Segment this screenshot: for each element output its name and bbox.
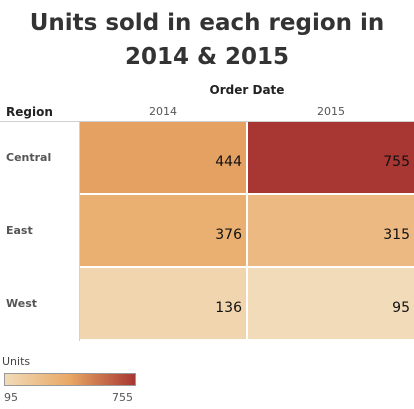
header-divider bbox=[0, 121, 414, 122]
legend-title: Units bbox=[2, 355, 31, 368]
heatmap-cell-east-2014: 376 bbox=[80, 195, 246, 266]
cell-value-label: 136 bbox=[215, 300, 242, 316]
cell-value-label: 755 bbox=[383, 154, 410, 170]
row-label-west: West bbox=[6, 297, 38, 310]
cell-value-label: 376 bbox=[215, 227, 242, 243]
heatmap-cell-central-2014: 444 bbox=[80, 122, 246, 193]
heatmap-cell-central-2015: 755 bbox=[248, 122, 414, 193]
legend-color-ramp bbox=[4, 373, 136, 386]
row-header-divider bbox=[79, 121, 80, 341]
heatmap-cell-east-2015: 315 bbox=[248, 195, 414, 266]
column-label-2015: 2015 bbox=[317, 105, 345, 118]
heatmap-cell-west-2015: 95 bbox=[248, 268, 414, 339]
row-label-east: East bbox=[6, 224, 33, 237]
heatmap-cell-west-2014: 136 bbox=[80, 268, 246, 339]
legend-min-label: 95 bbox=[4, 391, 18, 404]
cell-value-label: 444 bbox=[215, 154, 242, 170]
cell-value-label: 315 bbox=[383, 227, 410, 243]
legend-max-label: 755 bbox=[112, 391, 133, 404]
cell-value-label: 95 bbox=[392, 300, 410, 316]
row-label-central: Central bbox=[6, 151, 52, 164]
column-label-2014: 2014 bbox=[149, 105, 177, 118]
column-header-title: Order Date bbox=[209, 83, 285, 97]
chart-title: Units sold in each region in 2014 & 2015 bbox=[29, 10, 385, 70]
row-header-title: Region bbox=[6, 105, 53, 119]
